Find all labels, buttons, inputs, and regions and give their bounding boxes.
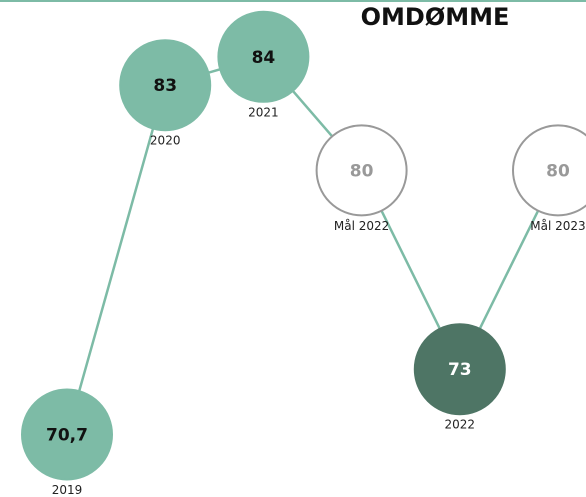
- chart-title: OMDØMME: [361, 3, 510, 31]
- marker: [119, 39, 212, 132]
- category-label: 2022: [445, 418, 476, 432]
- marker: [315, 124, 408, 217]
- value-label: 84: [252, 48, 276, 68]
- value-label: 70,7: [46, 426, 88, 446]
- value-label: 80: [546, 161, 570, 181]
- value-label: 80: [350, 161, 374, 181]
- marker: [413, 323, 506, 416]
- category-label: 2020: [150, 134, 181, 148]
- marker: [21, 388, 113, 481]
- marker: [512, 124, 586, 217]
- category-label: 2021: [248, 105, 279, 119]
- value-label: 83: [153, 76, 177, 96]
- category-label: 2019: [52, 483, 83, 497]
- value-label: 73: [448, 360, 472, 380]
- marker: [217, 10, 310, 103]
- category-label: Mål 2023: [530, 219, 585, 233]
- category-label: Mål 2022: [334, 219, 389, 233]
